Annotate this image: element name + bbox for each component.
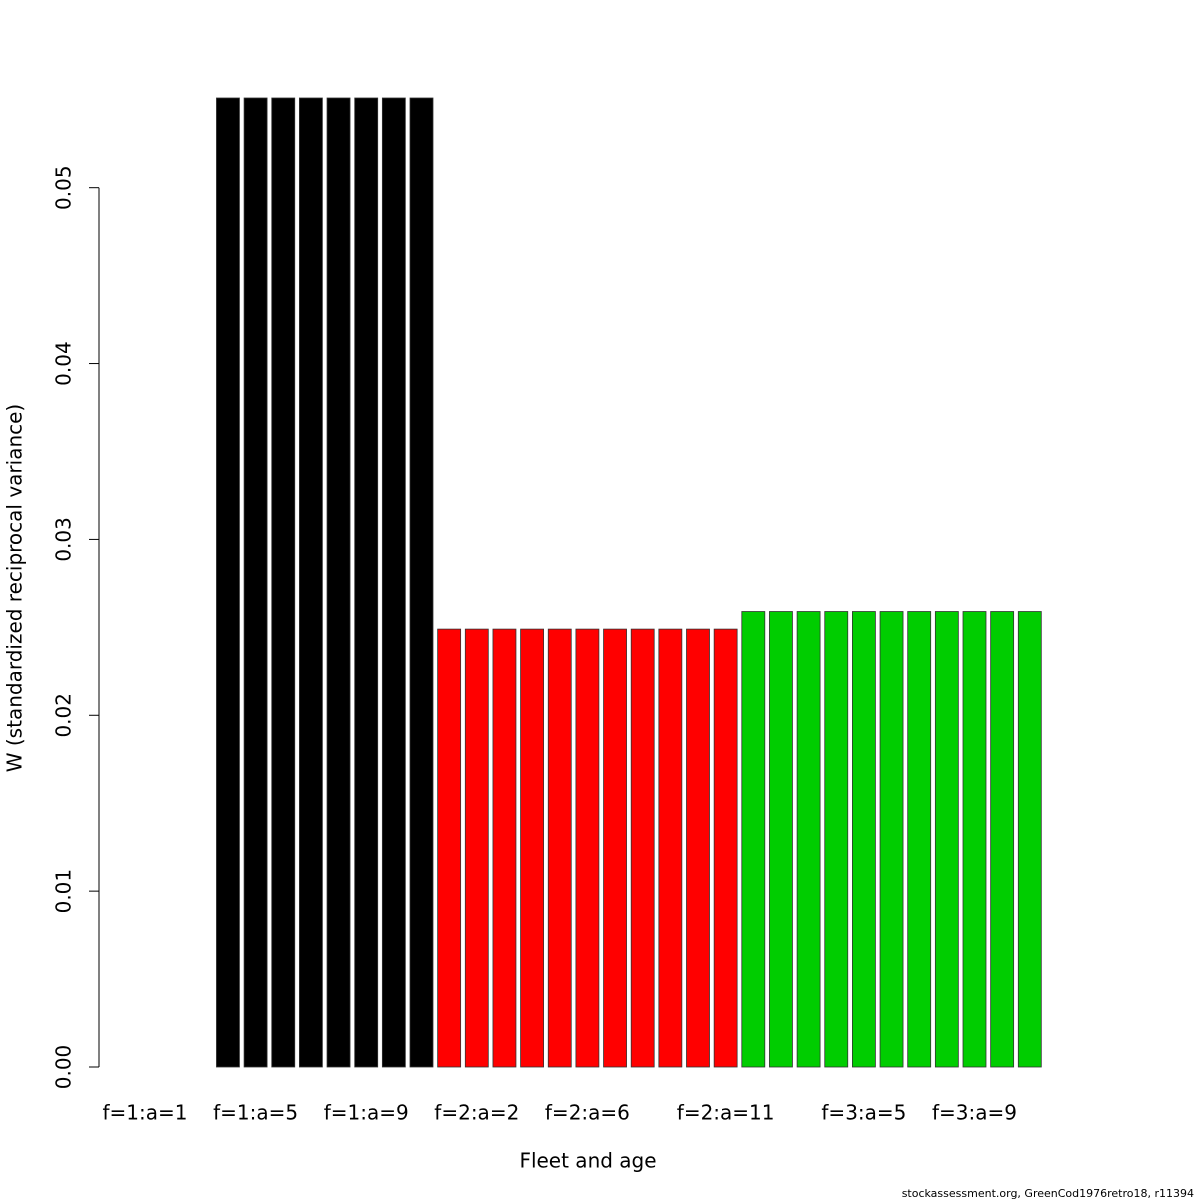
bar <box>907 611 932 1068</box>
y-tick-label: 0.03 <box>52 517 76 562</box>
bar <box>216 97 240 1068</box>
bar <box>603 628 627 1068</box>
bar <box>381 97 406 1068</box>
y-tick-label: 0.02 <box>52 693 76 738</box>
bar <box>934 611 959 1068</box>
caption: stockassessment.org, GreenCod1976retro18… <box>902 1187 1194 1200</box>
bar <box>326 97 351 1068</box>
bar <box>824 611 849 1068</box>
y-tick-label: 0.04 <box>52 341 76 386</box>
bar <box>990 611 1015 1068</box>
bar <box>769 611 793 1068</box>
bar <box>520 628 544 1068</box>
x-tick-label: f=3:a=5 <box>821 1101 906 1125</box>
bar <box>354 97 379 1068</box>
bar <box>409 97 434 1068</box>
y-tick-label: 0.05 <box>52 165 76 210</box>
x-tick-label: f=1:a=5 <box>213 1101 298 1125</box>
bar <box>713 628 738 1068</box>
bar <box>630 628 655 1068</box>
x-tick-label: f=2:a=2 <box>434 1101 519 1125</box>
bar <box>796 611 821 1068</box>
bar <box>879 611 904 1068</box>
bar <box>686 628 710 1068</box>
x-tick-label: f=2:a=6 <box>545 1101 630 1125</box>
bar <box>547 628 572 1068</box>
bar <box>852 611 876 1068</box>
bar <box>298 97 323 1068</box>
y-tick-label: 0.01 <box>52 869 76 914</box>
y-axis-title: W (standardized reciprocal variance) <box>3 404 27 773</box>
y-tick-label: 0.00 <box>52 1045 76 1090</box>
bar <box>658 628 683 1068</box>
bar <box>271 97 296 1068</box>
bar <box>464 628 489 1068</box>
bar <box>492 628 517 1068</box>
bar <box>962 611 987 1068</box>
bar <box>575 628 600 1068</box>
x-tick-label: f=2:a=11 <box>677 1101 775 1125</box>
x-tick-label: f=1:a=9 <box>324 1101 409 1125</box>
bar <box>741 611 766 1068</box>
x-tick-label: f=3:a=9 <box>932 1101 1017 1125</box>
x-axis-title: Fleet and age <box>519 1149 656 1173</box>
bar <box>437 628 462 1068</box>
bar <box>243 97 268 1068</box>
x-tick-label: f=1:a=1 <box>103 1101 188 1125</box>
bar <box>1017 611 1042 1068</box>
